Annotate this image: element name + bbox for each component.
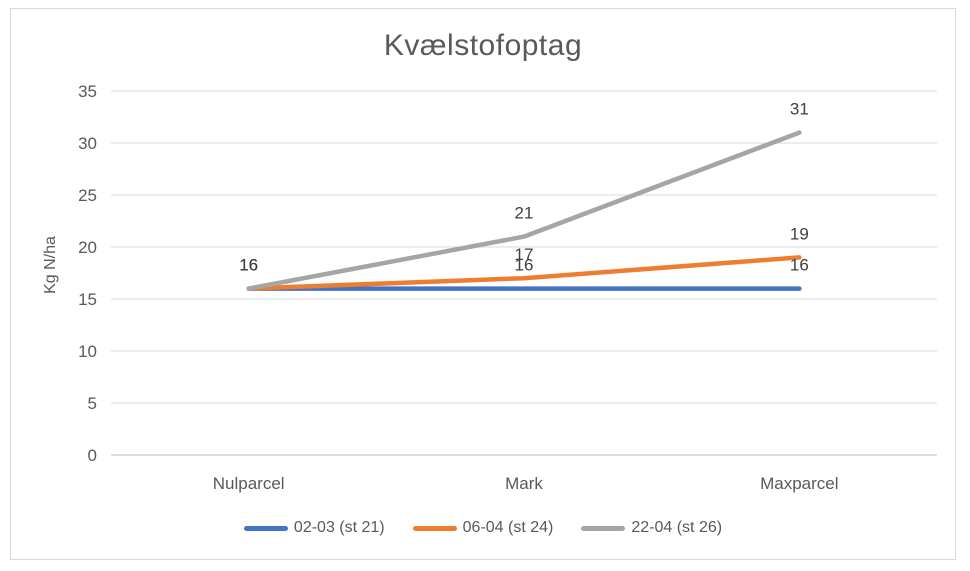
x-category-label: Maxparcel xyxy=(760,474,838,493)
y-tick-label: 10 xyxy=(78,342,97,361)
x-category-label: Nulparcel xyxy=(213,474,285,493)
y-tick-label: 5 xyxy=(88,394,97,413)
legend-item: 22-04 (st 26) xyxy=(581,519,722,537)
y-tick-label: 30 xyxy=(78,134,97,153)
x-category-label: Mark xyxy=(505,474,543,493)
series-line-1 xyxy=(246,255,802,291)
data-label: 31 xyxy=(790,100,809,119)
series-line-2 xyxy=(246,130,802,291)
legend-label: 02-03 (st 21) xyxy=(293,519,385,536)
legend-swatch xyxy=(581,525,626,531)
data-label: 16 xyxy=(239,256,258,275)
legend-swatch xyxy=(412,525,457,531)
data-label: 16 xyxy=(790,256,809,275)
chart-title: Kvælstofoptag xyxy=(383,29,583,62)
data-label: 16 xyxy=(239,256,258,275)
y-tick-label: 20 xyxy=(78,238,97,257)
data-label: 17 xyxy=(515,245,534,264)
data-label: 21 xyxy=(515,204,534,223)
y-tick-label: 15 xyxy=(78,290,97,309)
legend-item: 06-04 (st 24) xyxy=(412,519,554,537)
y-tick-label: 25 xyxy=(78,186,97,205)
legend-label: 06-04 (st 24) xyxy=(462,519,554,536)
data-label: 16 xyxy=(239,256,258,275)
data-label: 16 xyxy=(515,256,534,275)
legend-label: 22-04 (st 26) xyxy=(631,519,723,536)
data-label: 19 xyxy=(790,224,809,243)
legend-item: 02-03 (st 21) xyxy=(243,519,385,537)
y-tick-label: 0 xyxy=(88,446,97,465)
legend: 02-03 (st 21) 06-04 (st 24) 22-04 (st 26) xyxy=(11,519,955,537)
chart-frame[interactable]: Kvælstofoptag Kg N/ha 0 5 10 15 20 25 30 35 Nulp… xyxy=(10,8,956,560)
legend-swatch xyxy=(243,525,288,531)
y-tick-label: 35 xyxy=(78,82,97,101)
plot-area: 0 5 10 15 20 25 30 35 Nulparcel Mark Maxparcel 16 16… xyxy=(78,82,937,493)
